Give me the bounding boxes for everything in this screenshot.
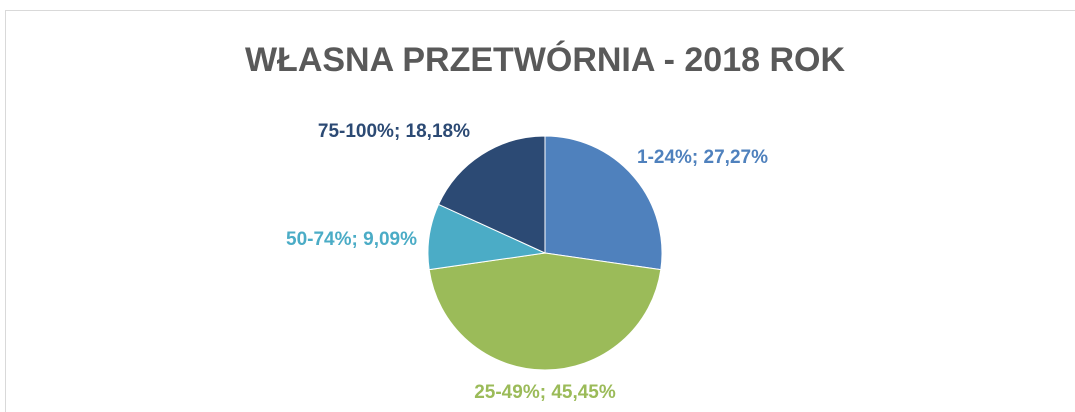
data-label: 1-24%; 27,27% bbox=[637, 147, 768, 168]
chart-title: WŁASNA PRZETWÓRNIA - 2018 ROK bbox=[245, 41, 846, 79]
label-value: 9,09% bbox=[363, 229, 417, 250]
data-label: 75-100%; 18,18% bbox=[318, 121, 470, 142]
pie-slice bbox=[544, 135, 663, 271]
label-category: 75-100% bbox=[318, 121, 394, 142]
label-category: 1-24% bbox=[637, 147, 692, 168]
label-category: 25-49% bbox=[474, 382, 540, 403]
pie-slice bbox=[428, 252, 662, 371]
label-value: 27,27% bbox=[704, 147, 769, 168]
data-label: 50-74%; 9,09% bbox=[286, 229, 417, 250]
label-value: 18,18% bbox=[406, 121, 471, 142]
label-category: 50-74% bbox=[286, 229, 352, 250]
data-label: 25-49%; 45,45% bbox=[474, 382, 616, 403]
label-value: 45,45% bbox=[551, 382, 616, 403]
pie-slice bbox=[437, 135, 546, 254]
